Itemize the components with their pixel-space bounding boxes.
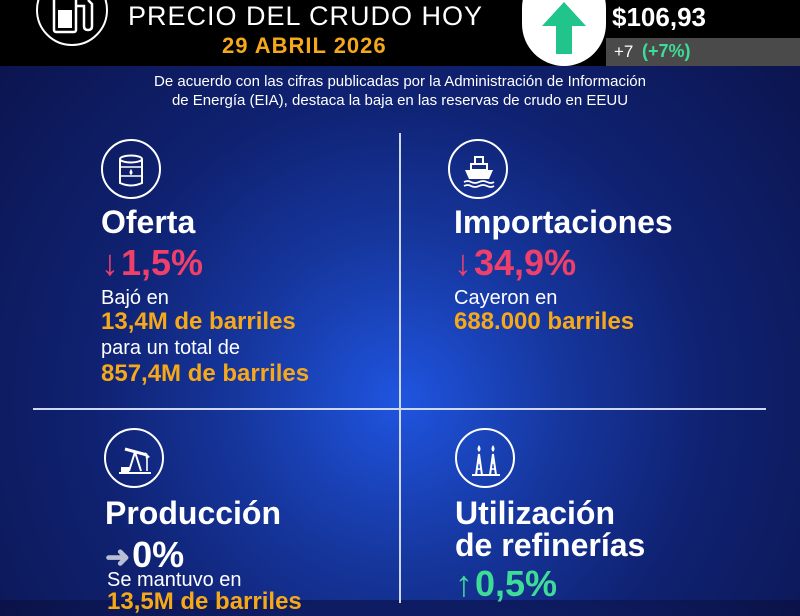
arrow-up-icon: ↑ (455, 563, 473, 604)
intro-line-1: De acuerdo con las cifras publicadas por… (154, 73, 646, 90)
produccion-text-1: Se mantuvo en (107, 569, 242, 591)
price-change-percent: (+7%) (642, 41, 691, 61)
refinerias-title-line-2: de refinerías (455, 527, 646, 563)
price-change-absolute: +7 (614, 42, 634, 61)
ship-icon (448, 139, 508, 199)
refinerias-title-line-1: Utilización (455, 495, 616, 531)
importaciones-metric-value: 34,9% (474, 242, 577, 283)
intro-text: De acuerdo con las cifras publicadas por… (0, 72, 800, 110)
arrow-down-icon: ↓ (454, 242, 472, 283)
page-title: PRECIO DEL CRUDO HOY (128, 1, 484, 31)
refinery-icon (455, 428, 515, 488)
refinerias-metric: ↑0,5% (455, 564, 557, 604)
oferta-highlight-2: 857,4M de barriles (101, 360, 310, 387)
price-change-box: +7 (+7%) (606, 38, 800, 66)
oferta-highlight-1: 13,4M de barriles (101, 308, 296, 335)
produccion-metric: ➜0% (105, 535, 184, 578)
oferta-text-2: para un total de (101, 337, 240, 359)
oferta-metric-value: 1,5% (121, 242, 204, 283)
header-bar: PRECIO DEL CRUDO HOY 29 ABRIL 2026 $106,… (0, 0, 800, 66)
oferta-metric: ↓1,5% (101, 243, 203, 283)
intro-line-2: de Energía (EIA), destaca la baja en las… (171, 92, 629, 109)
horizontal-divider (33, 408, 766, 410)
arrow-right-icon: ➜ (105, 541, 131, 574)
page-date: 29 ABRIL 2026 (222, 33, 387, 58)
importaciones-metric: ↓34,9% (454, 243, 576, 283)
importaciones-title: Importaciones (454, 204, 673, 240)
arrow-down-icon: ↓ (101, 242, 119, 283)
produccion-metric-value: 0% (132, 534, 185, 575)
oferta-text-1: Bajó en (101, 287, 169, 309)
refinerias-metric-value: 0,5% (475, 563, 558, 604)
arrow-up-icon (522, 0, 606, 66)
importaciones-highlight-1: 688.000 barriles (454, 308, 635, 335)
oferta-title: Oferta (101, 204, 196, 240)
produccion-highlight-1: 13,5M de barriles (107, 588, 302, 615)
oil-pumpjack-icon (104, 428, 164, 488)
fuel-pump-icon (36, 0, 108, 46)
crude-price: $106,93 (612, 2, 706, 32)
oil-barrel-icon (101, 139, 161, 199)
vertical-divider (399, 133, 401, 603)
produccion-title: Producción (105, 495, 282, 531)
importaciones-text-1: Cayeron en (454, 287, 558, 309)
